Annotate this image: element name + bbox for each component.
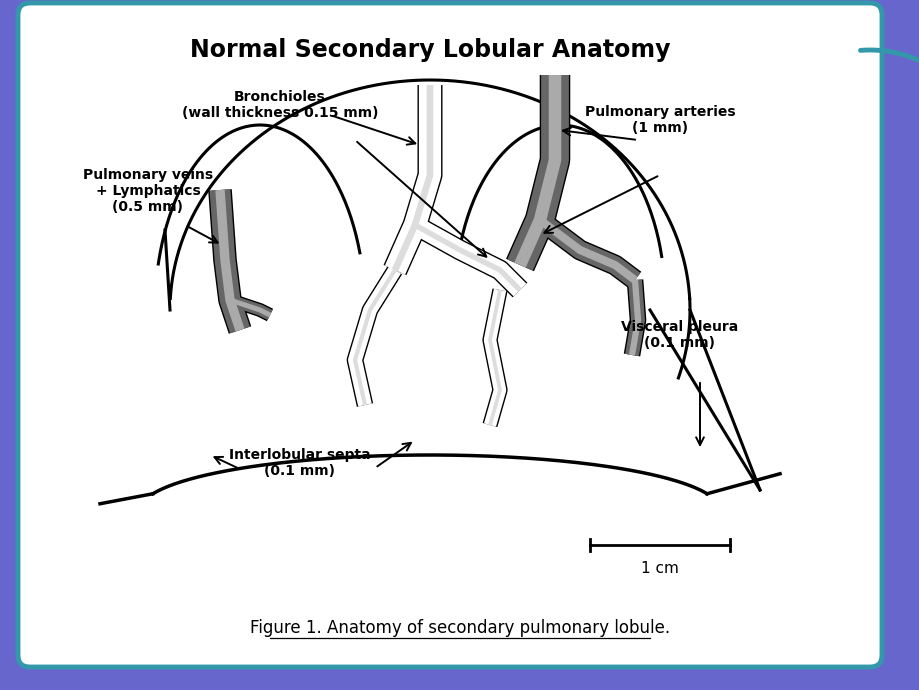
Text: Interlobular septa
(0.1 mm): Interlobular septa (0.1 mm)	[229, 448, 370, 478]
Text: Figure 1. Anatomy of secondary pulmonary lobule.: Figure 1. Anatomy of secondary pulmonary…	[250, 619, 669, 637]
Text: 1 cm: 1 cm	[641, 561, 678, 576]
Text: Pulmonary arteries
(1 mm): Pulmonary arteries (1 mm)	[584, 105, 734, 135]
Text: Normal Secondary Lobular Anatomy: Normal Secondary Lobular Anatomy	[189, 38, 670, 62]
Circle shape	[809, 0, 919, 140]
Text: Pulmonary veins
+ Lymphatics
(0.5 mm): Pulmonary veins + Lymphatics (0.5 mm)	[83, 168, 213, 215]
FancyBboxPatch shape	[18, 3, 881, 667]
Text: Bronchioles
(wall thickness 0.15 mm): Bronchioles (wall thickness 0.15 mm)	[182, 90, 378, 120]
Text: Visceral pleura
(0.1 mm): Visceral pleura (0.1 mm)	[620, 320, 738, 351]
